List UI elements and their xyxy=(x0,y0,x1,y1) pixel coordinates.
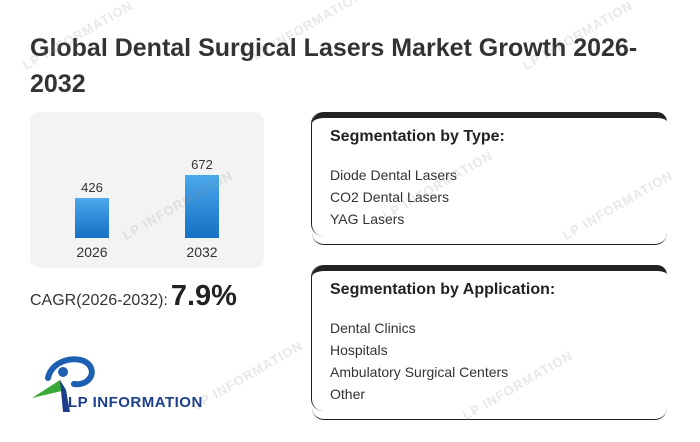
bar-2026 xyxy=(75,198,109,238)
segmentation-type-item: YAG Lasers xyxy=(330,211,405,227)
segmentation-application-list: Dental Clinics Hospitals Ambulatory Surg… xyxy=(330,317,508,405)
segmentation-type-title: Segmentation by Type: xyxy=(330,128,505,145)
cagr-value: 7.9% xyxy=(170,280,237,312)
bar-chart: 426 2026 672 2032 xyxy=(75,157,219,260)
logo-text: LP INFORMATION xyxy=(68,394,203,411)
bar-2032 xyxy=(185,175,219,238)
data-label-2026: 426 xyxy=(81,180,103,195)
segmentation-type-item: Diode Dental Lasers xyxy=(330,167,457,183)
cagr-label: CAGR(2026-2032): xyxy=(30,292,168,309)
lp-information-logo: LP INFORMATION xyxy=(30,350,210,420)
segmentation-type-panel: Segmentation by Type: Diode Dental Laser… xyxy=(311,112,667,245)
x-tick-label-2032: 2032 xyxy=(186,244,217,260)
segmentation-application-title: Segmentation by Application: xyxy=(330,281,556,298)
segmentation-type-item: CO2 Dental Lasers xyxy=(330,189,450,205)
page-title: Global Dental Surgical Lasers Market Gro… xyxy=(30,34,638,98)
segmentation-application-item: Hospitals xyxy=(330,342,388,358)
segmentation-application-item: Ambulatory Surgical Centers xyxy=(330,364,509,380)
data-label-2032: 672 xyxy=(191,157,213,172)
segmentation-application-item: Other xyxy=(330,386,366,402)
cagr-readout: CAGR(2026-2032): 7.9% xyxy=(30,280,237,320)
segmentation-type-list: Diode Dental Lasers CO2 Dental Lasers YA… xyxy=(330,164,457,230)
segmentation-application-panel: Segmentation by Application: Dental Clin… xyxy=(311,265,667,420)
lp-information-logo-icon xyxy=(32,356,95,412)
x-tick-label-2026: 2026 xyxy=(76,244,107,260)
segmentation-application-item: Dental Clinics xyxy=(330,320,416,336)
bar-chart-card: 426 2026 672 2032 xyxy=(30,112,264,268)
